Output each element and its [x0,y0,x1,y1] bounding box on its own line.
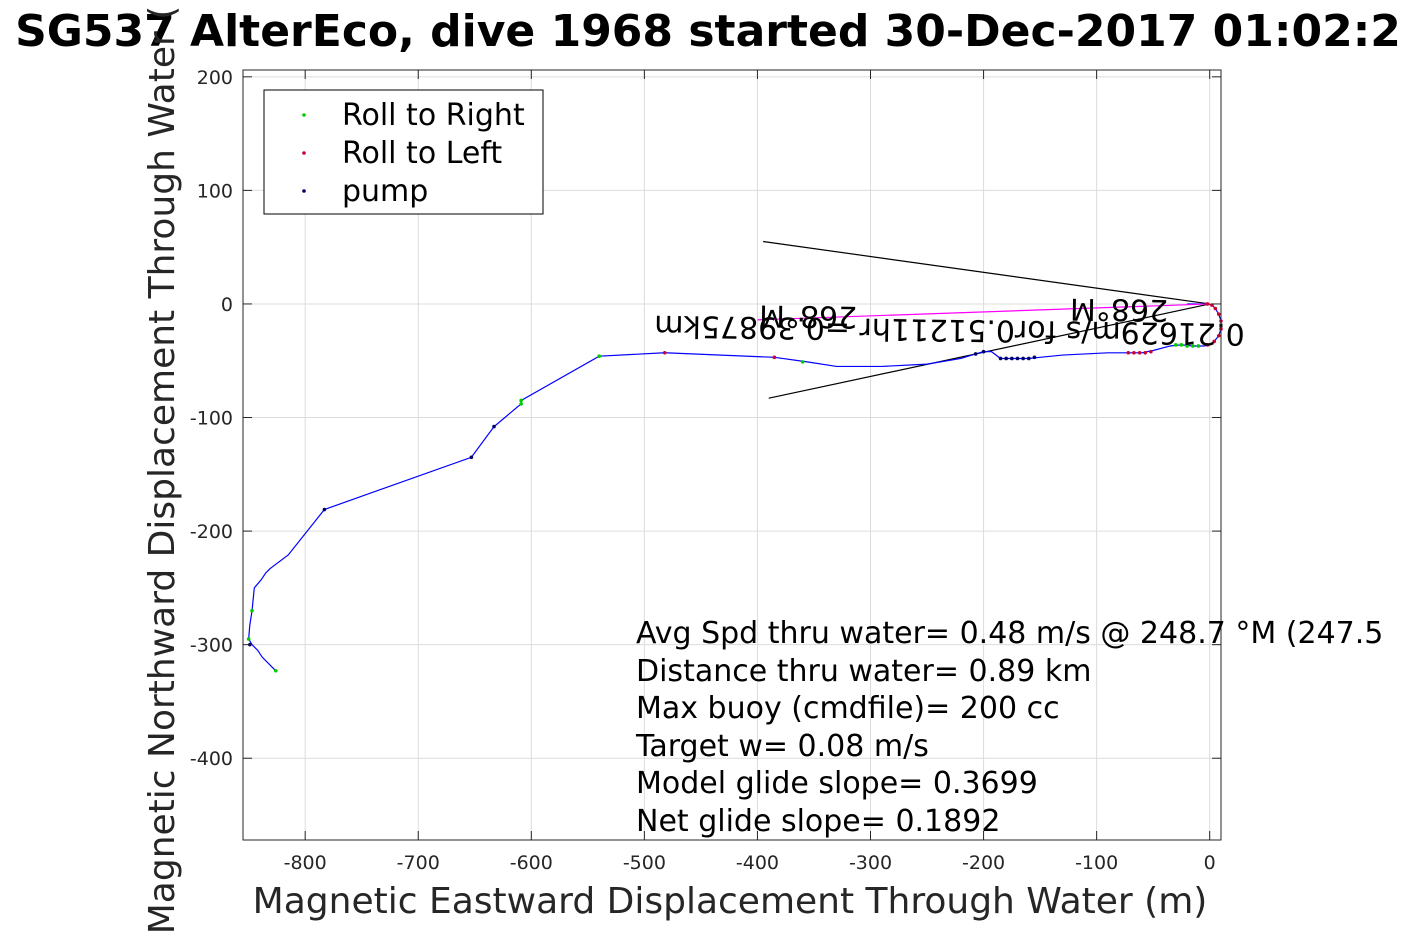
y-tick-label: -400 [190,748,233,770]
y-tick-label: -200 [190,521,233,543]
marker-roll-to-left [1205,302,1210,306]
marker-roll-to-right [250,608,254,613]
marker-pump [1026,356,1031,361]
legend-label-roll-right: Roll to Right [342,98,525,133]
marker-pump [981,349,986,354]
summary-model-glide: Model glide slope= 0.3699 [636,766,1038,801]
legend: Roll to Right Roll to Left pump [263,89,544,215]
marker-roll-to-left [662,350,667,355]
summary-max-buoy: Max buoy (cmdfile)= 200 cc [636,691,1060,726]
legend-marker-pump [302,189,306,193]
x-tick-label: -200 [962,852,1005,874]
y-axis-label: Magnetic Northward Displacement Through … [142,6,183,935]
marker-pump [1021,356,1025,361]
summary-block: Avg Spd thru water= 0.48 m/s @ 248.7 °M … [635,616,1383,839]
legend-marker-roll-left [302,151,306,155]
y-tick-label: -100 [190,408,233,430]
marker-roll-to-right [519,402,523,406]
chart-title: SG537 AlterEco, dive 1968 started 30-Dec… [15,6,1401,57]
marker-roll-to-right [273,668,278,673]
marker-roll-to-left [1137,350,1142,355]
marker-roll-to-right [1179,343,1184,347]
x-tick-label: -500 [623,852,666,874]
marker-roll-to-left [1212,339,1217,344]
marker-roll-to-right [1185,344,1189,348]
y-tick-label: 200 [197,67,233,89]
marker-pump [998,356,1003,361]
x-ticks: -800 -700 -600 -500 -400 -300 -200 -100 0 [284,70,1216,874]
y-tick-label: 100 [197,180,233,202]
marker-pump [469,455,474,460]
marker-roll-to-left [1126,350,1131,355]
marker-roll-to-left [1149,349,1153,354]
marker-pump [1004,356,1008,361]
marker-roll-to-left [772,355,777,360]
marker-pump [973,352,978,356]
x-tick-label: -600 [510,852,553,874]
marker-roll-to-right [1173,343,1178,347]
marker-roll-to-right [246,637,251,641]
legend-marker-roll-right [302,113,306,117]
fan-line-1 [763,240,1210,305]
marker-roll-to-right [800,360,805,364]
data-markers [246,302,1223,673]
x-tick-label: -700 [397,852,440,874]
x-tick-label: -800 [284,852,327,874]
legend-label-roll-left: Roll to Left [342,136,502,171]
marker-roll-to-right [1196,344,1201,348]
x-axis-label: Magnetic Eastward Displacement Through W… [253,881,1208,922]
y-tick-label: -300 [190,635,233,657]
series-line-heading-line [757,303,1210,321]
annotation-label: 0.21629m/s for0.51211hr =0.39875km [654,308,1245,351]
marker-pump [1032,355,1037,360]
x-tick-label: -300 [849,852,892,874]
marker-pump [1010,356,1014,361]
legend-label-pump: pump [342,174,428,209]
marker-pump [1015,356,1020,361]
x-tick-label: -400 [736,852,779,874]
summary-avg-speed: Avg Spd thru water= 0.48 m/s @ 248.7 °M … [636,616,1383,651]
marker-roll-to-right [597,354,601,358]
marker-roll-to-left [1213,306,1218,311]
marker-roll-to-left [1143,350,1148,355]
marker-roll-to-right [519,398,523,403]
summary-distance: Distance thru water= 0.89 km [636,654,1091,689]
marker-roll-to-left [1216,312,1221,316]
marker-roll-to-left [1132,350,1136,355]
axes-box [242,69,1222,841]
x-tick-label: -100 [1075,852,1118,874]
marker-roll-to-left [1205,343,1210,347]
annotation-label: 268°M [1070,291,1169,327]
x-tick-label: 0 [1204,852,1216,874]
marker-roll-to-left [1216,333,1221,338]
legend-box [263,89,544,215]
y-ticks: 200 100 0 -100 -200 -300 -400 [190,67,1221,770]
y-tick-label: 0 [221,294,233,316]
marker-pump [322,507,327,512]
summary-target-w: Target w= 0.08 m/s [635,729,929,764]
marker-roll-to-right [1190,344,1195,348]
summary-net-glide: Net glide slope= 0.1892 [636,804,1000,839]
marker-pump [492,424,496,429]
annotation-label: 268°M [759,298,858,334]
